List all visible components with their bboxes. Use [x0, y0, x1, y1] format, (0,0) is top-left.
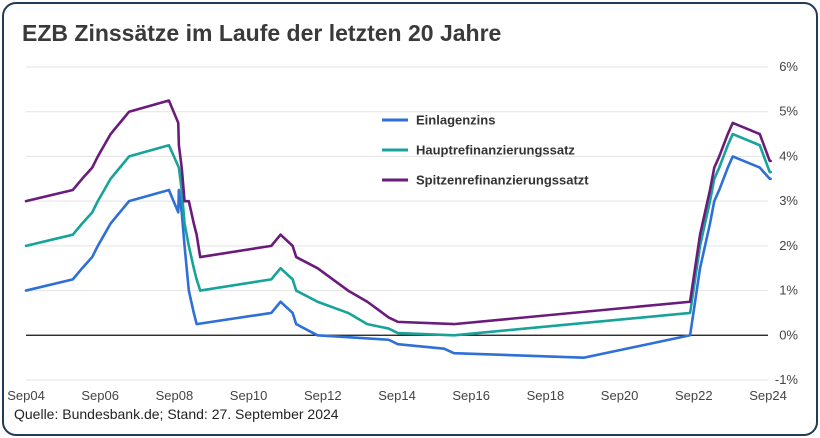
x-tick-label: Sep10: [230, 388, 268, 403]
y-tick-label: 0%: [779, 327, 798, 342]
x-tick-label: Sep04: [7, 388, 45, 403]
legend-label: Spitzenrefinanzierungssatzt: [416, 173, 589, 188]
legend: Einlagenzins Hauptrefinanzierungssatz Spit…: [382, 113, 589, 188]
y-tick-label: 1%: [779, 283, 798, 298]
y-tick-label: 2%: [779, 238, 798, 253]
series-line-2: [24, 99, 772, 326]
x-tick-label: Sep22: [675, 388, 713, 403]
series-lines: [24, 99, 772, 359]
x-tick-label: Sep08: [156, 388, 194, 403]
x-tick-label: Sep24: [749, 388, 787, 403]
x-axis-tick-labels: Sep04 Sep06 Sep08 Sep10 Sep12 Sep14 Sep16 Sep18…: [7, 388, 787, 403]
x-tick-label: Sep06: [81, 388, 119, 403]
y-tick-label: 6%: [779, 59, 798, 74]
legend-label: Hauptrefinanzierungssatz: [416, 143, 575, 158]
grid-lines: [26, 66, 768, 381]
x-tick-label: Sep14: [378, 388, 416, 403]
x-tick-label: Sep20: [601, 388, 639, 403]
chart-title: EZB Zinssätze im Laufe der letzten 20 Ja…: [22, 20, 502, 46]
y-tick-label: 3%: [779, 193, 798, 208]
y-axis-tick-labels: 6% 5% 4% 3% 2% 1% 0% -1%: [775, 59, 799, 387]
source-note: Quelle: Bundesbank.de; Stand: 27. Septem…: [14, 406, 339, 422]
series-line-1: [24, 132, 772, 337]
y-tick-label: 4%: [779, 148, 798, 163]
y-tick-label: -1%: [775, 372, 799, 387]
x-tick-label: Sep18: [527, 388, 565, 403]
x-tick-label: Sep12: [304, 388, 342, 403]
y-tick-label: 5%: [779, 104, 798, 119]
x-tick-label: Sep16: [452, 388, 490, 403]
legend-label: Einlagenzins: [416, 113, 495, 128]
series-line-0: [24, 155, 772, 359]
